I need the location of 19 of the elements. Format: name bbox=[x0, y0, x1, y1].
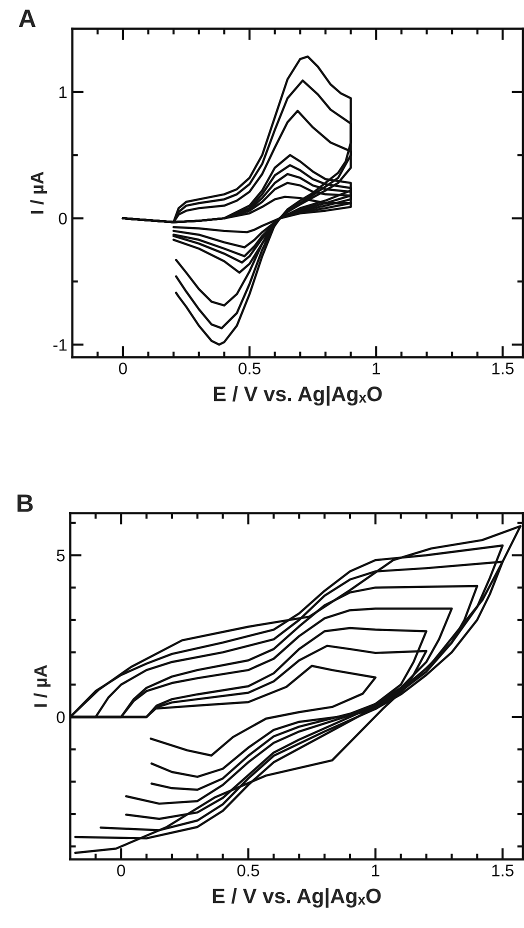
x-tick-label: 1.5 bbox=[492, 864, 514, 876]
x-axis-title: E / V vs. Ag|AgₓO bbox=[212, 888, 381, 908]
y-tick-label: 5 bbox=[56, 550, 65, 562]
x-tick-label: 1.5 bbox=[492, 362, 514, 374]
x-tick-label: 0 bbox=[117, 864, 126, 876]
chart-title: A bbox=[18, 10, 36, 28]
y-axis-title: I / µA bbox=[30, 172, 48, 214]
y-tick-label: 0 bbox=[56, 711, 65, 724]
x-tick-label: 1 bbox=[372, 362, 380, 374]
x-tick-label: 0.5 bbox=[237, 864, 260, 876]
x-axis-title: E / V vs. Ag|AgₓO bbox=[214, 386, 382, 406]
chart-title: B bbox=[18, 494, 33, 512]
y-tick-label: 0 bbox=[58, 212, 67, 224]
x-tick-label: 1 bbox=[372, 864, 380, 876]
y-tick-label: -1 bbox=[53, 339, 67, 351]
y-tick-label: 1 bbox=[59, 86, 67, 98]
x-tick-label: 0.5 bbox=[238, 362, 260, 374]
y-axis-title: I / µA bbox=[34, 664, 51, 707]
x-tick-label: 0 bbox=[118, 362, 127, 374]
